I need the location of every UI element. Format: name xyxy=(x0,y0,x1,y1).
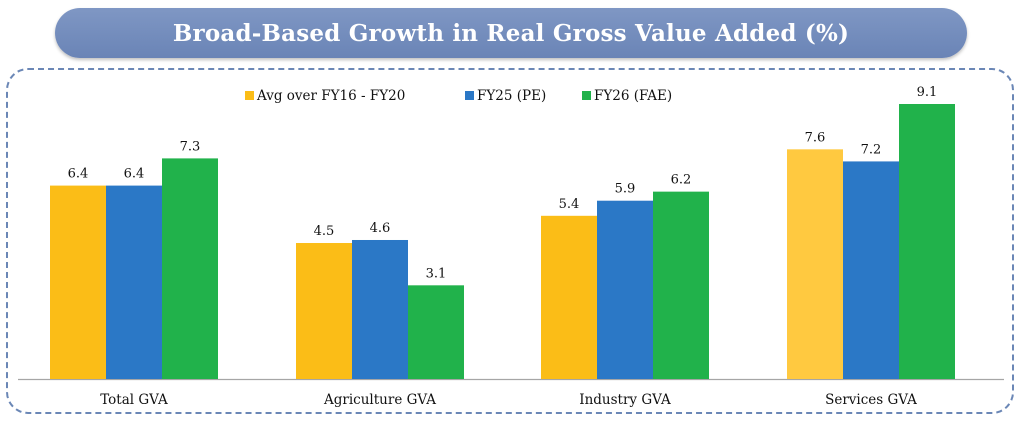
chart-frame xyxy=(6,68,1014,414)
data-label: 7.2 xyxy=(861,142,882,157)
data-label: 6.4 xyxy=(124,167,145,182)
data-label: 5.4 xyxy=(559,197,580,212)
bar-industry-gva-s1 xyxy=(597,200,653,379)
bar-industry-gva-s0 xyxy=(541,215,597,379)
data-label: 7.3 xyxy=(180,139,201,154)
category-label: Agriculture GVA xyxy=(323,392,436,408)
bar-services-gva-s0 xyxy=(787,149,843,379)
data-label: 4.5 xyxy=(314,224,335,239)
data-label: 9.1 xyxy=(917,85,938,100)
legend-label: FY25 (PE) xyxy=(477,88,546,104)
legend-swatch-1 xyxy=(465,91,474,100)
bar-services-gva-s1 xyxy=(843,161,899,379)
chart-title: Broad-Based Growth in Real Gross Value A… xyxy=(172,19,850,47)
bar-agriculture-gva-s1 xyxy=(352,239,408,379)
bar-agriculture-gva-s2 xyxy=(408,285,464,379)
category-label: Services GVA xyxy=(825,392,917,408)
bar-total-gva-s2 xyxy=(162,158,218,379)
title-banner: Broad-Based Growth in Real Gross Value A… xyxy=(55,8,967,58)
bar-total-gva-s0 xyxy=(50,185,106,379)
legend-swatch-0 xyxy=(245,91,254,100)
data-label: 4.6 xyxy=(370,221,391,236)
category-label: Total GVA xyxy=(100,392,168,408)
legend-label: Avg over FY16 - FY20 xyxy=(256,88,405,104)
data-label: 3.1 xyxy=(426,266,447,281)
bar-services-gva-s2 xyxy=(899,104,955,379)
bar-industry-gva-s2 xyxy=(653,191,709,379)
legend-swatch-2 xyxy=(582,91,591,100)
data-label: 7.6 xyxy=(805,130,826,145)
data-label: 6.4 xyxy=(68,167,89,182)
category-label: Industry GVA xyxy=(579,392,671,408)
legend-label: FY26 (FAE) xyxy=(594,88,672,104)
data-label: 6.2 xyxy=(671,173,692,188)
bar-total-gva-s1 xyxy=(106,185,162,379)
bar-agriculture-gva-s0 xyxy=(296,243,352,379)
data-label: 5.9 xyxy=(615,182,636,197)
